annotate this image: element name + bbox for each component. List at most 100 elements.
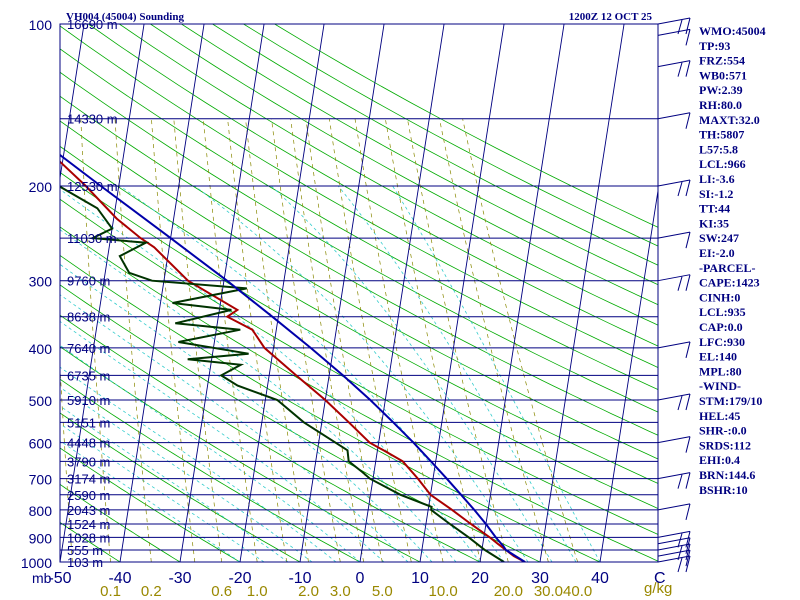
temperature-tick-label: -50 — [48, 570, 71, 587]
wind-barb — [657, 274, 691, 291]
wind-barb-staff — [657, 274, 691, 282]
isotherm-line — [419, 24, 505, 562]
mixing-ratio-line — [80, 118, 111, 562]
wind-barb-staff — [657, 543, 691, 551]
height-label: 5151 m — [67, 415, 110, 430]
isotherm-line — [359, 24, 445, 562]
temperature-profile-line — [60, 160, 526, 562]
height-labels: 16690 m 14330 m 12530 m 11030 m 9760 m 8638 m… — [67, 17, 118, 570]
wind-barb-staff — [657, 28, 691, 36]
wind-barb-flag — [685, 436, 691, 453]
sounding-index-item: HEL:45 — [699, 409, 740, 423]
sounding-index-item: TT:44 — [699, 202, 730, 216]
wind-barb — [657, 231, 691, 249]
sounding-indices: WMO:45004TP:93FRZ:554WB0:571PW:2.39RH:80… — [699, 24, 766, 497]
isotherm-line — [479, 24, 565, 562]
wind-barb — [657, 436, 691, 453]
pressure-tick-label: 700 — [29, 472, 53, 488]
wind-barb-flag — [685, 503, 691, 520]
mixing-ratio-tick-label: 30.0 — [534, 583, 563, 600]
sounding-index-item: -WIND- — [699, 379, 741, 393]
height-label: 3790 m — [67, 454, 110, 469]
height-label: 2043 m — [67, 503, 110, 518]
wind-barb-staff — [657, 503, 691, 511]
temperature-tick-label: 40 — [591, 570, 609, 587]
mixing-ratio-line — [60, 361, 73, 562]
mixing-ratio-tick-label: 0.1 — [100, 583, 121, 600]
wind-barb-flag — [677, 276, 683, 291]
isotherm-line — [599, 187, 658, 562]
sounding-index-item: MAXT:32.0 — [699, 113, 760, 127]
mixing-ratio-tick-label: 3.0 — [330, 583, 351, 600]
sounding-index-item: CINH:0 — [699, 290, 740, 304]
wind-barb — [657, 341, 691, 359]
wind-barb-staff — [657, 436, 691, 444]
sounding-index-item: LI:-3.6 — [699, 172, 735, 186]
mixing-ratio-line — [151, 118, 196, 562]
sounding-index-item: SRDS:112 — [699, 438, 751, 452]
parcel-profile-line — [60, 153, 526, 562]
mixing-ratio-line — [173, 118, 223, 562]
moist-adiabat-line — [337, 185, 577, 562]
mixing-ratio-line — [290, 118, 365, 562]
sounding-index-item: WMO:45004 — [699, 24, 766, 38]
sounding-index-item: LCL:966 — [699, 157, 746, 171]
wind-barb — [657, 28, 691, 46]
pressure-tick-label: 200 — [29, 179, 53, 195]
mixing-ratio-tick-label: 10.0 — [429, 583, 458, 600]
height-label: 9760 m — [67, 274, 110, 289]
height-label: 2590 m — [67, 488, 110, 503]
wind-barb-staff — [657, 530, 691, 538]
mixing-ratio-line — [227, 118, 288, 562]
dewpoint-profile-line — [60, 185, 505, 562]
pressure-unit-label: mb — [32, 570, 52, 586]
height-label: 555 m — [67, 543, 103, 558]
temperature-tick-label: -20 — [228, 570, 251, 587]
mixing-ratio-line — [305, 118, 383, 562]
mixing-ratio-line — [271, 118, 341, 562]
mixing-ratio-tick-label: 1.0 — [247, 583, 268, 600]
wind-barb-flag — [677, 557, 683, 573]
temperature-tick-label: 30 — [531, 570, 549, 587]
chart-title: VH004 (45004) Sounding — [66, 11, 184, 23]
isotherm-line — [239, 24, 325, 562]
wind-barb-staff — [657, 179, 691, 187]
height-label: 1524 m — [67, 517, 110, 532]
wind-barb-flag — [685, 555, 691, 573]
wind-barb-flag — [685, 393, 691, 411]
sounding-index-item: SI:-1.2 — [699, 187, 733, 201]
wind-barb-flag — [685, 231, 691, 249]
wind-barb — [657, 179, 691, 197]
temperature-tick-label: 20 — [471, 570, 489, 587]
sounding-index-item: SHR-:0.0 — [699, 424, 747, 438]
sounding-index-item: TH:5807 — [699, 128, 744, 142]
wind-barbs — [657, 17, 691, 573]
sounding-index-item: PW:2.39 — [699, 83, 743, 97]
moist-adiabat-line — [60, 440, 241, 562]
height-label: 1028 m — [67, 530, 110, 545]
height-label: 103 m — [67, 555, 103, 570]
mixing-ratio-tick-label: 0.6 — [211, 583, 232, 600]
plot-frame — [59, 23, 659, 563]
isotherm-line — [539, 24, 625, 562]
sounding-index-item: BSHR:10 — [699, 483, 748, 497]
pressure-labels: 100 200 300 400 500 600 700 800 900 1000 — [21, 17, 52, 571]
sounding-index-item: STM:179/10 — [699, 394, 762, 408]
wind-barb — [657, 503, 691, 520]
pressure-tick-label: 400 — [29, 341, 53, 357]
isotherm-line — [119, 24, 205, 562]
mixing-ratio-line — [245, 118, 309, 562]
wind-barb-staff — [657, 17, 691, 25]
wind-barb-staff — [657, 60, 691, 68]
height-label: 6735 m — [67, 368, 110, 383]
wind-barb-flag — [685, 341, 691, 359]
mixing-unit-label: g/kg — [644, 580, 672, 597]
wind-barb-flag — [685, 549, 691, 567]
pressure-tick-label: 1000 — [21, 555, 52, 571]
height-label: 5910 m — [67, 393, 110, 408]
sounding-index-item: EL:140 — [699, 350, 737, 364]
wind-barb-staff — [657, 393, 691, 401]
pressure-tick-label: 900 — [29, 530, 53, 546]
isotherm-line — [299, 24, 385, 562]
